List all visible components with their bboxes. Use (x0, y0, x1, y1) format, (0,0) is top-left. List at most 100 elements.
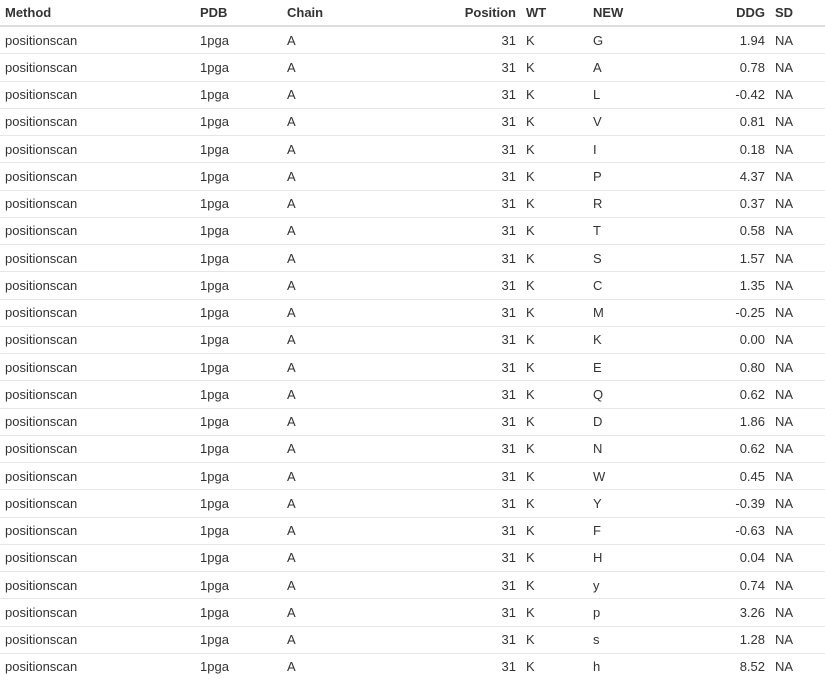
cell-position: 31 (382, 81, 521, 109)
cell-position: 31 (382, 544, 521, 573)
table-row: positionscan 1pga A 31 K C 1.35 NA (0, 271, 825, 300)
cell-position: 31 (382, 26, 521, 55)
cell-ddg: 0.74 (688, 571, 770, 600)
cell-method: positionscan (5, 659, 78, 675)
cell-position: 31 (382, 217, 521, 246)
cell-chain: A (282, 326, 382, 355)
cell-method: positionscan (0, 53, 195, 82)
cell-ddg: 0.80 (688, 353, 770, 382)
cell-wt: K (521, 271, 588, 300)
cell-pdb: 1pga (195, 380, 282, 409)
cell-position: 31 (382, 108, 521, 137)
table-row: positionscan 1pga A 31 K G 1.94 NA (0, 26, 825, 55)
cell-wt: K (521, 626, 588, 654)
cell-method: positionscan (0, 217, 195, 246)
cell-chain: A (282, 353, 382, 382)
cell-new: Q (588, 380, 688, 409)
cell-pdb: 1pga (195, 598, 282, 627)
cell-pdb: 1pga (195, 326, 282, 355)
cell-wt: K (521, 353, 588, 382)
cell-method: positionscan (0, 435, 195, 464)
cell-sd: NA (770, 380, 825, 409)
cell-position: 31 (382, 571, 521, 600)
table-row: positionscan 1pga A 31 K D 1.86 NA (0, 408, 825, 436)
cell-wt: K (521, 108, 588, 137)
cell-method: positionscan (0, 598, 195, 627)
cell-wt: K (521, 135, 588, 164)
cell-new: M (588, 299, 688, 327)
cell-wt: K (521, 571, 588, 600)
cell-new: I (588, 135, 688, 164)
cell-method: positionscan (0, 408, 195, 436)
cell-position: 31 (382, 598, 521, 627)
cell-pdb: 1pga (195, 544, 282, 573)
cell-wt: K (521, 299, 588, 327)
cell-sd: NA (770, 162, 825, 191)
table-row: positionscan 1pga A 31 K M -0.25 NA (0, 299, 825, 327)
cell-sd: NA (770, 626, 825, 654)
cell-ddg: 8.52 (739, 659, 765, 675)
table-row: positionscan 1pga A 31 K I 0.18 NA (0, 135, 825, 164)
cell-new: C (588, 271, 688, 300)
cell-pdb: 1pga (195, 626, 282, 654)
cell-new: p (588, 598, 688, 627)
cell-ddg: 1.57 (688, 244, 770, 273)
cell-new: D (588, 408, 688, 436)
cell-method: positionscan (0, 517, 195, 545)
cell-sd: NA (770, 408, 825, 436)
col-position: Position (382, 0, 521, 27)
cell-sd: NA (770, 544, 825, 573)
cell-ddg: 0.58 (688, 217, 770, 246)
cell-chain: A (282, 190, 382, 218)
cell-wt: K (521, 326, 588, 355)
cell-pdb: 1pga (195, 408, 282, 436)
cell-pdb: 1pga (195, 217, 282, 246)
cell-method: positionscan (0, 81, 195, 109)
cell-position: 31 (501, 659, 516, 675)
cell-method: positionscan (0, 462, 195, 491)
cell-new: R (588, 190, 688, 218)
cell-chain: A (282, 517, 382, 545)
cell-sd: NA (770, 108, 825, 137)
cell-sd: NA (770, 517, 825, 545)
cell-sd: NA (770, 435, 825, 464)
cell-position: 31 (382, 435, 521, 464)
cell-position: 31 (382, 135, 521, 164)
cell-method: positionscan (0, 626, 195, 654)
cell-pdb: 1pga (195, 108, 282, 137)
cell-position: 31 (382, 53, 521, 82)
cell-new: y (588, 571, 688, 600)
cell-ddg: 0.81 (688, 108, 770, 137)
cell-chain: A (282, 53, 382, 82)
cell-sd: NA (770, 81, 825, 109)
cell-method: positionscan (0, 326, 195, 355)
cell-wt: K (526, 659, 535, 675)
table-row: positionscan 1pga A 31 K A 0.78 NA (0, 53, 825, 82)
col-chain: Chain (282, 0, 382, 27)
cell-position: 31 (382, 162, 521, 191)
cell-ddg: 0.18 (688, 135, 770, 164)
table-row: positionscan 1pga A 31 K V 0.81 NA (0, 108, 825, 137)
cell-method: positionscan (0, 489, 195, 518)
cell-sd: NA (770, 598, 825, 627)
cell-ddg: -0.25 (688, 299, 770, 327)
cell-chain: A (282, 462, 382, 491)
cell-method: positionscan (0, 26, 195, 55)
cell-sd: NA (770, 26, 825, 55)
table-row: positionscan 1pga A 31 K P 4.37 NA (0, 162, 825, 191)
cell-chain: A (282, 81, 382, 109)
cell-sd: NA (770, 353, 825, 382)
cell-position: 31 (382, 299, 521, 327)
cell-wt: K (521, 462, 588, 491)
cell-new: N (588, 435, 688, 464)
cell-new: s (588, 626, 688, 654)
cell-new: H (588, 544, 688, 573)
cell-chain: A (282, 26, 382, 55)
cell-sd: NA (770, 217, 825, 246)
cell-ddg: 0.00 (688, 326, 770, 355)
cell-chain: A (282, 217, 382, 246)
cell-new: K (588, 326, 688, 355)
cell-position: 31 (382, 489, 521, 518)
